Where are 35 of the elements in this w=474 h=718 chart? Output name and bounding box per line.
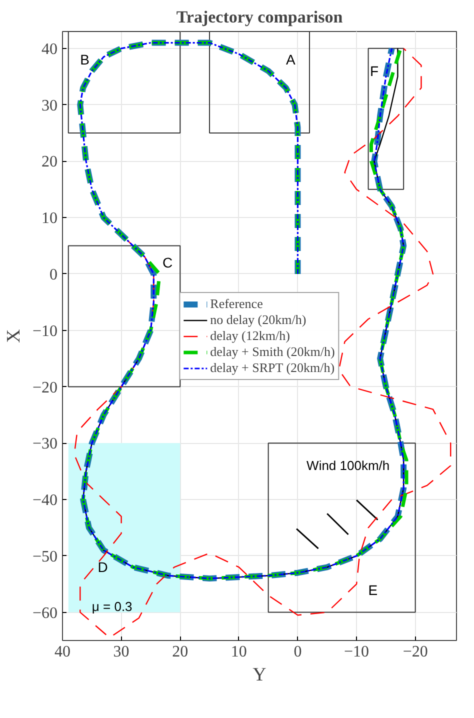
y-tick-label: 40 — [42, 40, 58, 58]
annotation: D — [98, 559, 108, 576]
annotation: F — [370, 62, 379, 79]
chart-title: Trajectory comparison — [176, 8, 344, 26]
legend-label: delay + Smith (20km/h) — [210, 344, 335, 360]
x-tick-label: 0 — [294, 644, 302, 660]
y-tick-label: −40 — [32, 492, 58, 510]
x-tick-label: −10 — [344, 644, 370, 660]
legend-label: delay (12km/h) — [210, 328, 290, 344]
y-tick-label: 20 — [42, 154, 58, 171]
x-tick-label: 10 — [230, 644, 247, 660]
annotation: E — [368, 582, 378, 598]
x-tick-label: 40 — [54, 644, 70, 660]
y-tick-label: −10 — [32, 322, 58, 340]
line-series — [74, 48, 452, 638]
y-tick-label: 0 — [50, 266, 58, 284]
x-axis-title: Y — [252, 664, 267, 686]
y-tick-label: 10 — [42, 210, 58, 228]
y-tick-label: −50 — [32, 548, 58, 566]
y-tick-label: −30 — [32, 436, 58, 453]
y-tick-label: −20 — [32, 379, 58, 396]
y-axis-title: X — [3, 328, 24, 343]
legend-label: delay + SRPT (20km/h) — [210, 360, 335, 376]
annotation: Wind 100km/h — [306, 458, 390, 474]
annotation: μ = 0.3 — [92, 599, 132, 614]
legend-label: no delay (20km/h) — [210, 312, 306, 328]
x-tick-label: 30 — [113, 644, 130, 660]
x-tick-label: −20 — [402, 644, 428, 660]
annotation: A — [286, 52, 296, 68]
x-tick-label: 20 — [172, 644, 188, 660]
legend-label: Reference — [210, 296, 263, 312]
annotation: C — [162, 254, 173, 271]
y-tick-label: −60 — [32, 604, 58, 622]
annotation: B — [80, 52, 90, 68]
y-tick-label: 30 — [42, 97, 58, 114]
